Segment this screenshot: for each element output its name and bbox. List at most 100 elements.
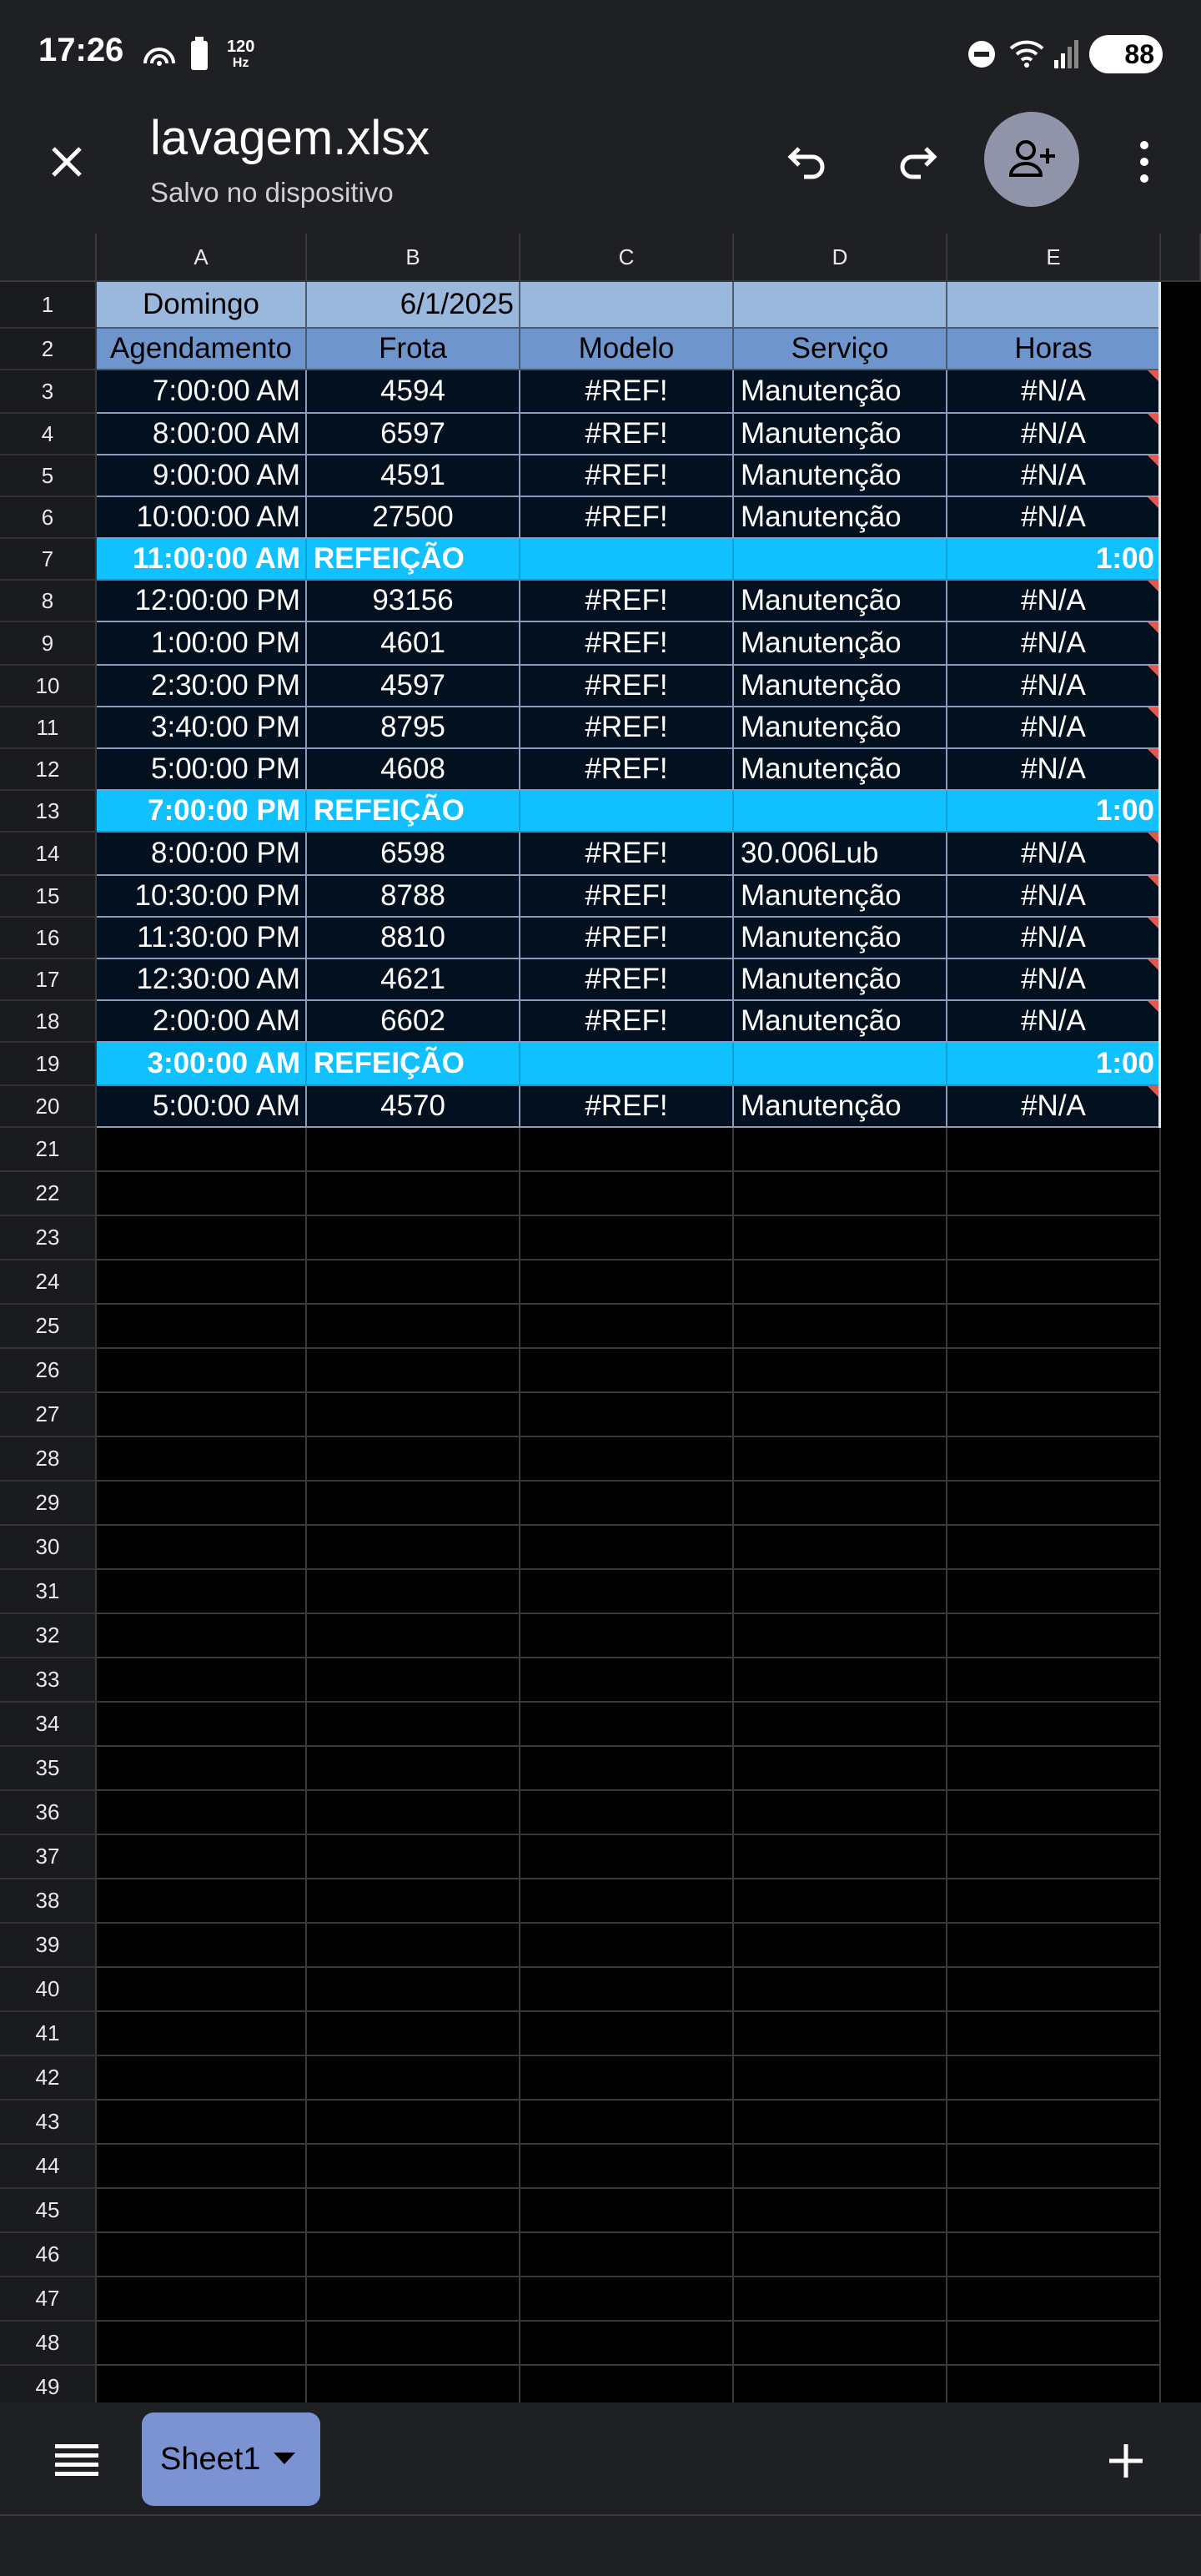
empty-cell[interactable] xyxy=(947,1791,1161,1835)
empty-cell[interactable] xyxy=(734,1172,947,1216)
empty-cell[interactable] xyxy=(734,2101,947,2145)
add-sheet-icon[interactable] xyxy=(1108,2443,1144,2479)
meal-break-cell[interactable] xyxy=(520,539,734,581)
empty-cell[interactable] xyxy=(97,1305,307,1349)
empty-cell[interactable] xyxy=(520,1393,734,1437)
data-cell[interactable]: Manutenção xyxy=(734,581,947,622)
column-header-b[interactable]: B xyxy=(307,234,520,282)
data-cell[interactable]: #REF! xyxy=(520,833,734,876)
empty-cell[interactable] xyxy=(520,2056,734,2101)
data-cell[interactable]: 4621 xyxy=(307,959,520,1001)
empty-cell[interactable] xyxy=(734,2145,947,2189)
row-header[interactable]: 34 xyxy=(0,1703,97,1747)
empty-cell[interactable] xyxy=(734,1349,947,1393)
data-cell[interactable]: 8:00:00 AM xyxy=(97,414,307,455)
empty-cell[interactable] xyxy=(947,1305,1161,1349)
row-header[interactable]: 33 xyxy=(0,1658,97,1703)
row-header[interactable]: 49 xyxy=(0,2366,97,2402)
empty-cell[interactable] xyxy=(307,1968,520,2012)
row-header[interactable]: 24 xyxy=(0,1260,97,1305)
row-header[interactable]: 3 xyxy=(0,370,97,414)
data-cell[interactable]: #REF! xyxy=(520,749,734,791)
empty-cell[interactable] xyxy=(734,1791,947,1835)
empty-cell[interactable] xyxy=(97,2189,307,2233)
data-cell[interactable]: #REF! xyxy=(520,707,734,749)
empty-cell[interactable] xyxy=(947,1835,1161,1879)
empty-cell[interactable] xyxy=(947,2189,1161,2233)
data-cell[interactable]: 2:00:00 AM xyxy=(97,1001,307,1043)
empty-cell[interactable] xyxy=(307,1393,520,1437)
empty-cell[interactable] xyxy=(947,1658,1161,1703)
row-header[interactable]: 40 xyxy=(0,1968,97,2012)
empty-cell[interactable] xyxy=(307,1437,520,1482)
row-header[interactable]: 13 xyxy=(0,791,97,833)
empty-cell[interactable] xyxy=(520,1658,734,1703)
empty-cell[interactable] xyxy=(734,2056,947,2101)
row-header[interactable]: 7 xyxy=(0,539,97,581)
meal-break-cell[interactable]: 1:00 xyxy=(947,1043,1161,1086)
column-header-e[interactable]: E xyxy=(947,234,1161,282)
data-cell[interactable]: #N/A xyxy=(947,876,1161,918)
empty-cell[interactable] xyxy=(734,1835,947,1879)
empty-cell[interactable] xyxy=(520,2233,734,2277)
empty-cell[interactable] xyxy=(520,2145,734,2189)
empty-cell[interactable] xyxy=(97,1437,307,1482)
row-header[interactable]: 9 xyxy=(0,622,97,666)
empty-cell[interactable] xyxy=(307,2322,520,2366)
row-header[interactable]: 10 xyxy=(0,666,97,707)
empty-cell[interactable] xyxy=(520,1305,734,1349)
empty-cell[interactable] xyxy=(520,1216,734,1260)
row-header[interactable]: 44 xyxy=(0,2145,97,2189)
data-cell[interactable]: 5:00:00 PM xyxy=(97,749,307,791)
empty-cell[interactable] xyxy=(947,1437,1161,1482)
empty-cell[interactable] xyxy=(520,1526,734,1570)
data-cell[interactable]: #N/A xyxy=(947,414,1161,455)
empty-cell[interactable] xyxy=(947,2277,1161,2322)
row-header[interactable]: 19 xyxy=(0,1043,97,1086)
empty-cell[interactable] xyxy=(734,2322,947,2366)
data-cell[interactable]: Manutenção xyxy=(734,1001,947,1043)
empty-cell[interactable] xyxy=(947,2366,1161,2402)
empty-cell[interactable] xyxy=(307,1482,520,1526)
meal-break-cell[interactable] xyxy=(734,1043,947,1086)
empty-cell[interactable] xyxy=(307,1924,520,1968)
data-cell[interactable]: #N/A xyxy=(947,1001,1161,1043)
empty-cell[interactable] xyxy=(520,2101,734,2145)
empty-cell[interactable] xyxy=(307,2012,520,2056)
data-cell[interactable]: Manutenção xyxy=(734,455,947,497)
data-cell[interactable]: 6602 xyxy=(307,1001,520,1043)
row-header[interactable]: 31 xyxy=(0,1570,97,1614)
table-header-cell[interactable]: Frota xyxy=(307,329,520,370)
data-cell[interactable]: #N/A xyxy=(947,959,1161,1001)
row-header[interactable]: 36 xyxy=(0,1791,97,1835)
sheet-tab-sheet1[interactable]: Sheet1 xyxy=(142,2412,320,2506)
data-cell[interactable]: 2:30:00 PM xyxy=(97,666,307,707)
data-cell[interactable]: #REF! xyxy=(520,666,734,707)
empty-cell[interactable] xyxy=(307,2056,520,2101)
empty-cell[interactable] xyxy=(947,2012,1161,2056)
empty-cell[interactable] xyxy=(734,1216,947,1260)
empty-cell[interactable] xyxy=(520,2366,734,2402)
meal-break-cell[interactable]: 3:00:00 AM xyxy=(97,1043,307,1086)
empty-cell[interactable] xyxy=(734,2233,947,2277)
empty-cell[interactable] xyxy=(520,1703,734,1747)
data-cell[interactable]: Manutenção xyxy=(734,918,947,959)
data-cell[interactable]: #REF! xyxy=(520,497,734,539)
empty-cell[interactable] xyxy=(307,1879,520,1924)
row-header[interactable]: 39 xyxy=(0,1924,97,1968)
row-header[interactable]: 17 xyxy=(0,959,97,1001)
column-header-f[interactable] xyxy=(1161,234,1201,282)
empty-cell[interactable] xyxy=(307,2145,520,2189)
empty-cell[interactable] xyxy=(947,2056,1161,2101)
data-cell[interactable]: 6598 xyxy=(307,833,520,876)
meal-break-cell[interactable] xyxy=(520,1043,734,1086)
corner-cell[interactable] xyxy=(0,234,97,282)
data-cell[interactable]: #REF! xyxy=(520,959,734,1001)
data-cell[interactable]: #REF! xyxy=(520,1086,734,1128)
empty-cell[interactable] xyxy=(307,1703,520,1747)
data-cell[interactable]: #N/A xyxy=(947,918,1161,959)
row-header[interactable]: 11 xyxy=(0,707,97,749)
column-header-c[interactable]: C xyxy=(520,234,734,282)
data-cell[interactable]: 8:00:00 PM xyxy=(97,833,307,876)
empty-cell[interactable] xyxy=(734,1393,947,1437)
